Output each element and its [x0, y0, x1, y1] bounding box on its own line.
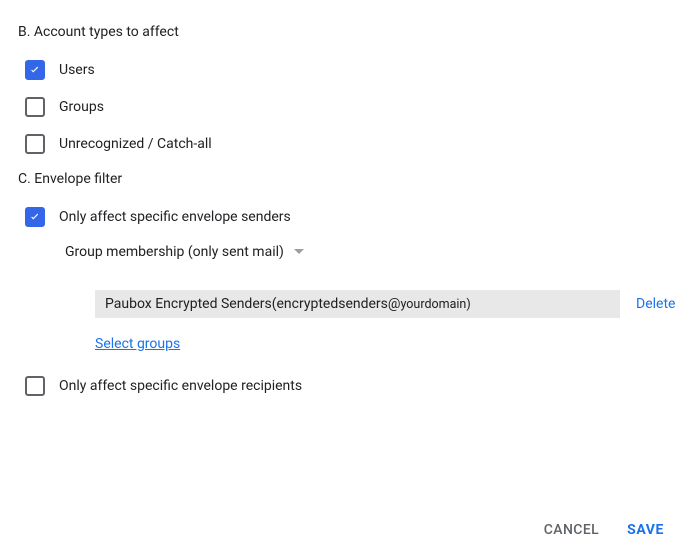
- save-button[interactable]: SAVE: [627, 522, 664, 538]
- group-chip-domain: yourdomain): [400, 297, 470, 312]
- senders-subblock: Group membership (only sent mail) Paubox…: [65, 244, 664, 352]
- checkbox-senders[interactable]: [25, 207, 45, 227]
- option-senders-label: Only affect specific envelope senders: [59, 209, 291, 225]
- checkbox-recipients[interactable]: [25, 376, 45, 396]
- section-b-heading: B. Account types to affect: [18, 24, 664, 40]
- group-chip-name: Paubox Encrypted Senders(encryptedsender…: [105, 296, 400, 312]
- option-unrecognized[interactable]: Unrecognized / Catch-all: [25, 134, 664, 154]
- cancel-button[interactable]: CANCEL: [544, 522, 599, 538]
- select-groups-wrap: Select groups: [95, 336, 664, 352]
- checkbox-users[interactable]: [25, 60, 45, 80]
- footer-actions: CANCEL SAVE: [544, 522, 664, 538]
- settings-panel: B. Account types to affect Users Groups …: [0, 0, 688, 552]
- group-chip-row: Paubox Encrypted Senders(encryptedsender…: [95, 290, 664, 318]
- option-groups[interactable]: Groups: [25, 97, 664, 117]
- option-senders[interactable]: Only affect specific envelope senders: [25, 207, 664, 227]
- delete-group-link[interactable]: Delete: [636, 296, 675, 312]
- option-users-label: Users: [59, 62, 95, 78]
- option-groups-label: Groups: [59, 99, 104, 115]
- group-chip: Paubox Encrypted Senders(encryptedsender…: [95, 290, 620, 318]
- group-membership-dropdown[interactable]: Group membership (only sent mail): [65, 244, 664, 260]
- option-users[interactable]: Users: [25, 60, 664, 80]
- option-recipients[interactable]: Only affect specific envelope recipients: [25, 376, 664, 396]
- checkmark-icon: [28, 210, 42, 224]
- checkmark-icon: [28, 63, 42, 77]
- checkbox-unrecognized[interactable]: [25, 134, 45, 154]
- section-c-heading: C. Envelope filter: [18, 171, 664, 187]
- chevron-down-icon: [293, 248, 305, 256]
- option-unrecognized-label: Unrecognized / Catch-all: [59, 136, 212, 152]
- section-c-options: Only affect specific envelope senders Gr…: [25, 207, 664, 396]
- option-recipients-label: Only affect specific envelope recipients: [59, 378, 302, 394]
- select-groups-link[interactable]: Select groups: [95, 336, 180, 352]
- section-b-options: Users Groups Unrecognized / Catch-all: [25, 60, 664, 154]
- dropdown-selected-label: Group membership (only sent mail): [65, 244, 284, 260]
- checkbox-groups[interactable]: [25, 97, 45, 117]
